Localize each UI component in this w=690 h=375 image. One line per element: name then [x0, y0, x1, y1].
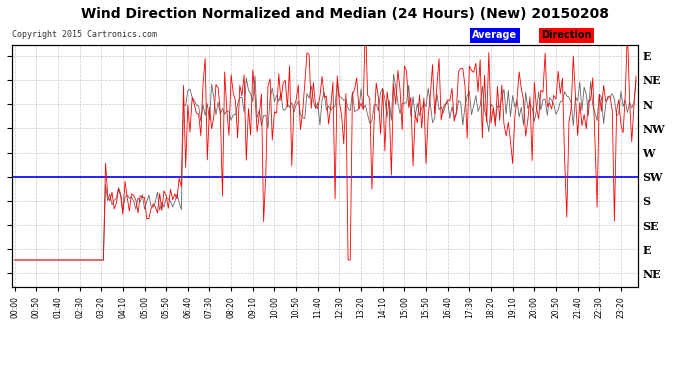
Text: Direction: Direction: [541, 30, 592, 40]
Text: Copyright 2015 Cartronics.com: Copyright 2015 Cartronics.com: [12, 30, 157, 39]
Text: Wind Direction Normalized and Median (24 Hours) (New) 20150208: Wind Direction Normalized and Median (24…: [81, 8, 609, 21]
Text: Average: Average: [473, 30, 518, 40]
